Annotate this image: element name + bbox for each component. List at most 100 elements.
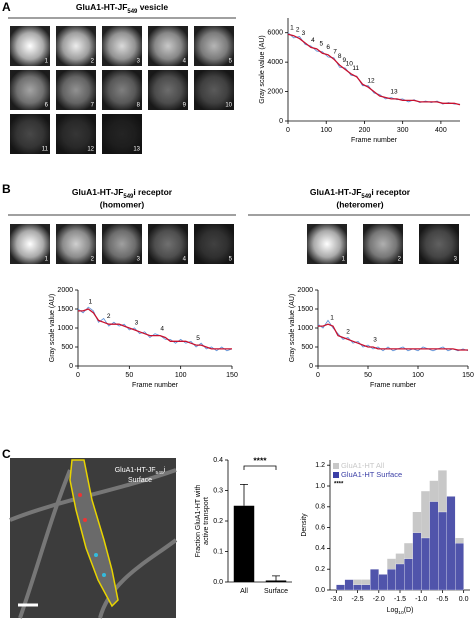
image-tile-signal [148, 224, 188, 264]
y-tick-label: 0.2 [213, 518, 223, 525]
panel-letter: C [2, 447, 11, 461]
y-tick-label: 2000 [57, 287, 73, 294]
tile-label: 7 [91, 103, 95, 109]
trace [78, 308, 232, 350]
x-tick-label: -2.0 [373, 596, 385, 603]
x-axis-label: Log10(D) [387, 607, 414, 616]
step-label: 4 [311, 37, 315, 44]
histogram-bar [429, 501, 439, 591]
y-axis-label: Gray scale value (AU) [49, 294, 56, 362]
x-tick-label: 0 [316, 372, 320, 379]
tile-label: 2 [91, 257, 95, 263]
x-tick-label: All [240, 588, 248, 595]
x-tick-label: 400 [435, 127, 447, 134]
trace [318, 323, 468, 351]
bar [233, 505, 255, 582]
x-tick-label: 0 [286, 127, 290, 134]
histogram-bar [446, 496, 456, 591]
micrograph-label-part: GluA1-HT-JF [115, 467, 156, 474]
legend-label: GluA1-HT Surface [341, 470, 402, 479]
tile-label: 2 [398, 257, 402, 263]
step-label: 5 [196, 335, 200, 342]
histogram-bar [361, 584, 371, 591]
y-tick-label: 2000 [267, 88, 283, 95]
y-tick-label: 1500 [297, 306, 313, 313]
x-tick-label: 0 [76, 372, 80, 379]
y-tick-label: 0.4 [213, 457, 223, 464]
significance-bracket [243, 465, 277, 470]
significance: **** [334, 482, 344, 488]
step-label: 3 [302, 30, 306, 37]
y-tick-label: 1000 [297, 325, 313, 332]
image-tile-signal [148, 26, 188, 66]
y-axis-label: Gray scale value (AU) [259, 35, 266, 103]
image-tile-signal [10, 26, 50, 66]
legend-swatch [333, 472, 339, 478]
y-axis-label: active transport [203, 497, 210, 545]
tile-label: 3 [137, 257, 141, 263]
panel-title: GluA1-HT-JF549i receptor [72, 187, 173, 199]
y-tick-label: 0 [279, 118, 283, 125]
legend-label: GluA1-HT All [341, 461, 385, 470]
bar [265, 580, 287, 582]
tile-label: 5 [229, 59, 233, 65]
image-tile-signal [102, 70, 142, 110]
y-tick-label: 0 [69, 363, 73, 370]
histogram-bar [370, 569, 379, 591]
step-label: 6 [326, 44, 330, 51]
y-tick-label: 6000 [267, 30, 283, 37]
y-tick-label: 500 [301, 344, 313, 351]
tile-label: 3 [454, 257, 458, 263]
panel-title-part: GluA1-HT-JF [76, 2, 127, 12]
tile-label: 13 [133, 147, 140, 153]
step-label: 9 [342, 57, 346, 64]
image-tile-signal [307, 224, 347, 264]
panel-title-part: GluA1-HT-JF [72, 187, 123, 197]
image-tile-signal [194, 224, 234, 264]
step-label: 8 [338, 53, 342, 60]
step-label: 3 [135, 320, 139, 327]
x-tick-label: -3.0 [330, 596, 342, 603]
histogram-bar [353, 584, 362, 591]
panel-title-part: GluA1-HT-JF [310, 187, 361, 197]
y-tick-label: 1.0 [315, 483, 325, 490]
panel-letter: B [2, 182, 11, 196]
tile-label: 6 [45, 103, 49, 109]
y-tick-label: 0.4 [315, 545, 325, 552]
step-label: 2 [296, 26, 300, 33]
y-tick-label: 500 [61, 344, 73, 351]
tile-label: 11 [42, 147, 49, 153]
x-axis-label-part: (D) [404, 607, 414, 614]
panel-letter: A [2, 0, 11, 14]
image-tile-signal [10, 70, 50, 110]
image-tile-signal [148, 70, 188, 110]
y-tick-label: 0.0 [213, 579, 223, 586]
step-label: 13 [390, 89, 398, 96]
tile-label: 1 [45, 257, 49, 263]
x-axis-label-part: Log [387, 607, 399, 614]
step-label: 10 [346, 61, 354, 68]
histogram-bar [455, 543, 464, 591]
error-bar [240, 484, 248, 506]
x-tick-label: -1.5 [394, 596, 406, 603]
image-tile-signal [102, 224, 142, 264]
x-axis-label: Frame number [132, 382, 179, 389]
step-label: 3 [373, 337, 377, 344]
image-tile-signal [56, 114, 96, 154]
micrograph-label: GluA1-HT-JF549i [115, 467, 166, 476]
step-label: 1 [88, 299, 92, 306]
micrograph-label-part: 549 [156, 470, 164, 476]
y-axis-label: Gray scale value (AU) [289, 294, 296, 362]
x-tick-label: 50 [125, 372, 133, 379]
step-label: 4 [160, 325, 164, 332]
y-axis-label: Fraction GluA1-HT with [195, 485, 202, 558]
y-tick-label: 1500 [57, 306, 73, 313]
legend-swatch [333, 463, 339, 469]
panel-title-part: i receptor [371, 187, 410, 197]
y-tick-label: 0.1 [213, 548, 223, 555]
x-tick-label: 150 [226, 372, 238, 379]
image-tile-signal [10, 114, 50, 154]
histogram-bar [395, 563, 405, 591]
histogram-bar [412, 532, 422, 591]
